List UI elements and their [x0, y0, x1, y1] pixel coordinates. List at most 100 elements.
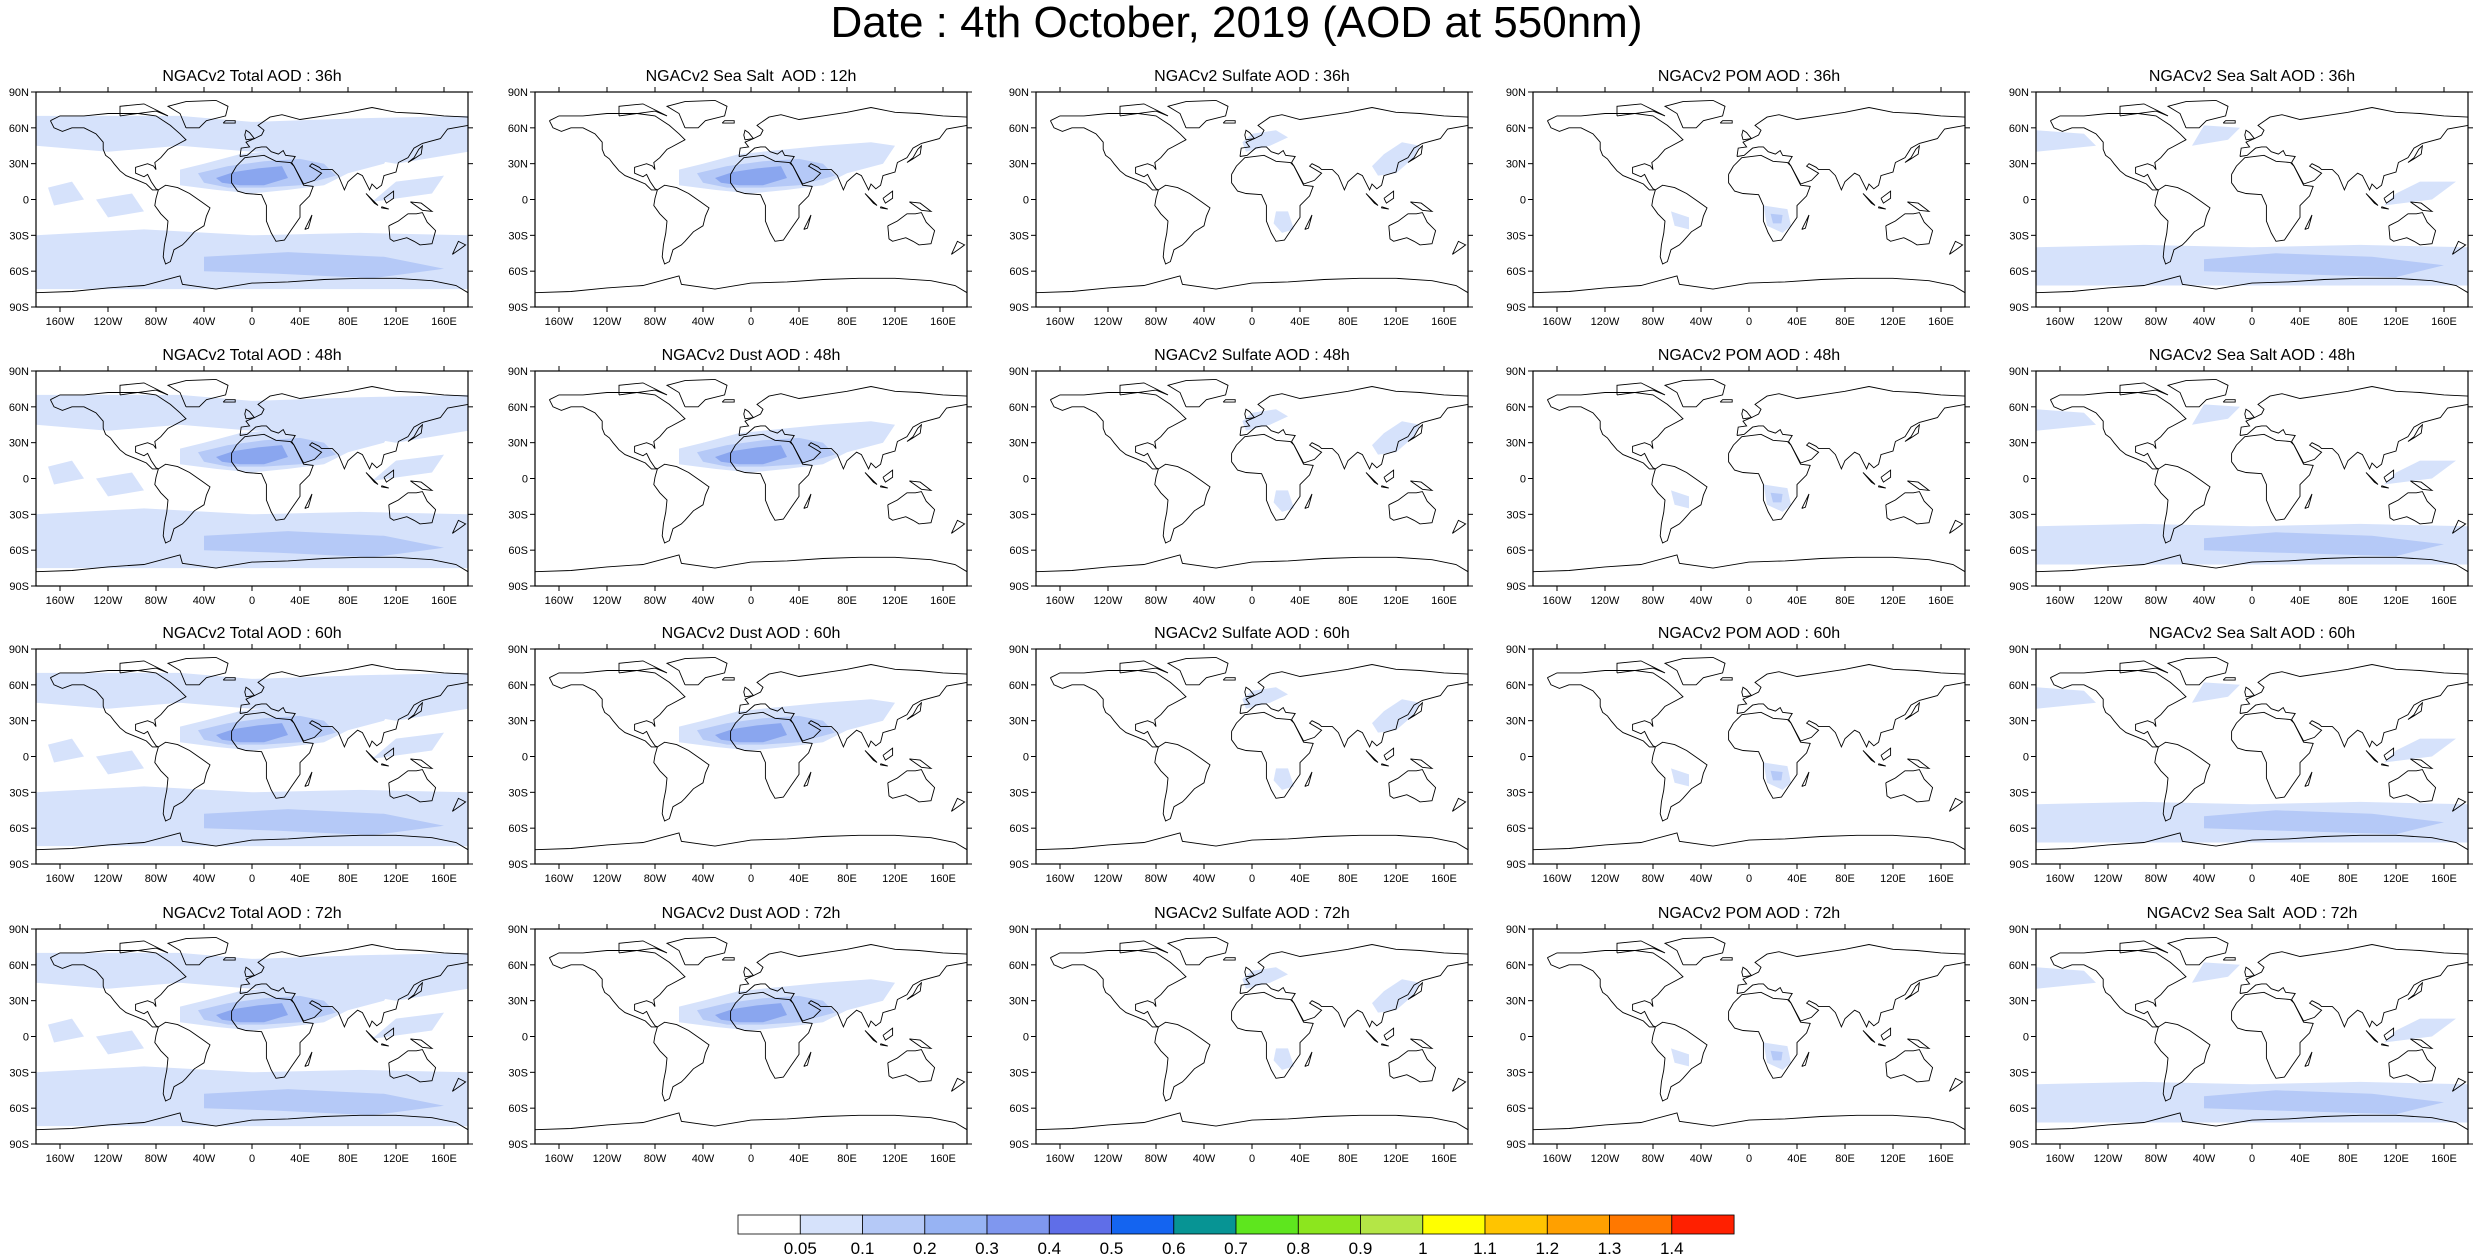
aod-shade-region	[96, 750, 144, 775]
lat-tick-label: 0	[522, 752, 528, 764]
coastline	[1049, 670, 1187, 748]
map-panel: NGACv2 POM AOD : 36h 90N 60N 30N 0 30S 60S 90S 1…	[1501, 68, 1997, 328]
coastline	[1862, 472, 1876, 485]
lon-tick-label: 80W	[1145, 873, 1168, 885]
coastline	[1885, 769, 1934, 803]
coastline	[231, 433, 314, 521]
lon-tick-label: 80W	[145, 595, 168, 607]
aod-shade-region	[715, 445, 787, 465]
coastline	[1244, 686, 1256, 698]
coastline	[410, 201, 434, 213]
coastline	[451, 240, 467, 255]
map-svg: 90N 60N 30N 0 30S 60S 90S 160W 120W 80W 40W 0 40E 80E…	[9, 924, 473, 1165]
lat-tick-label: 30N	[508, 996, 528, 1008]
lat-tick-label: 60S	[1009, 545, 1029, 557]
coastlines	[36, 378, 468, 573]
lon-tick-label: 120E	[383, 873, 409, 885]
coastline	[1222, 120, 1236, 124]
lat-tick-label: 60S	[2009, 266, 2029, 278]
map-panel: NGACv2 Sea Salt AOD : 48h 90N 60N 30N 0 30S 60…	[2004, 347, 2473, 607]
coastline	[1365, 472, 1379, 485]
aod-shade-region	[2384, 460, 2456, 485]
panel-title: NGACv2 POM AOD : 48h	[1657, 347, 1841, 364]
coastline	[410, 1038, 434, 1050]
lat-tick-label: 60S	[9, 545, 29, 557]
lat-tick-label: 30N	[1506, 716, 1526, 728]
lon-tick-label: 40E	[2290, 316, 2310, 328]
aod-shade-region	[96, 472, 144, 497]
lat-tick-label: 60S	[2009, 1103, 2029, 1115]
lat-tick-label: 30N	[2009, 716, 2029, 728]
lon-tick-label: 120E	[1880, 595, 1906, 607]
lat-tick-label: 60N	[508, 123, 528, 135]
lat-tick-label: 90S	[1009, 859, 1029, 871]
coastlines	[2036, 99, 2468, 294]
coastlines	[1533, 99, 1965, 294]
lon-tick-label: 120E	[2383, 1153, 2409, 1165]
lon-tick-label: 160W	[1046, 1153, 1075, 1165]
coastline	[1616, 382, 1666, 396]
coastline	[1546, 392, 1684, 470]
coastline	[730, 711, 813, 799]
map-area: 90N 60N 30N 0 30S 60S 90S 160W 120W 80W 40W 0 40E 80E…	[1506, 924, 1970, 1165]
coastline	[738, 944, 967, 1029]
coastline	[2222, 399, 2236, 403]
coastline	[1801, 1051, 1810, 1067]
map-area: 90N 60N 30N 0 30S 60S 90S 160W 120W 80W 40W 0 40E 80E…	[508, 87, 972, 328]
coastline	[1904, 423, 1921, 442]
colorbar-box	[1111, 1214, 1175, 1235]
coastline	[383, 1027, 395, 1041]
lat-tick-label: 30N	[9, 716, 29, 728]
lat-tick-label: 60N	[508, 680, 528, 692]
coastline	[222, 399, 236, 403]
lon-tick-label: 80W	[1145, 1153, 1168, 1165]
coastline	[864, 193, 878, 206]
lon-tick-label: 40W	[692, 316, 715, 328]
map-frame	[1532, 91, 1966, 308]
lat-tick-label: 90S	[9, 1139, 29, 1151]
colorbar-box	[1235, 1214, 1299, 1235]
coastline	[1948, 519, 1964, 534]
lon-tick-label: 40W	[1193, 873, 1216, 885]
coastline	[2383, 190, 2395, 204]
coastline	[2239, 107, 2468, 192]
aod-shade-region	[1671, 1048, 1689, 1067]
coastline	[1878, 485, 1886, 489]
lat-tick-label: 90S	[1506, 581, 1526, 593]
lon-tick-label: 40E	[290, 873, 310, 885]
lon-tick-label: 120W	[593, 873, 622, 885]
coastline	[231, 711, 314, 799]
lon-tick-label: 40W	[1193, 316, 1216, 328]
coastline	[1231, 711, 1314, 799]
coastline	[1546, 670, 1684, 748]
coastline	[1365, 750, 1379, 763]
lat-tick-label: 0	[1023, 1032, 1029, 1044]
lat-tick-label: 90N	[2009, 87, 2029, 99]
lat-tick-label: 0	[2023, 1032, 2029, 1044]
coastline	[1154, 741, 1211, 822]
coastline	[730, 154, 813, 242]
map-svg: 90N 60N 30N 0 30S 60S 90S 160W 120W 80W 40W 0 40E 80E…	[508, 366, 972, 607]
coastline	[887, 769, 936, 803]
lon-tick-label: 120E	[882, 316, 908, 328]
coastline	[1381, 1043, 1389, 1047]
coastline	[1304, 1051, 1313, 1067]
lat-tick-label: 30S	[1506, 509, 1526, 521]
lat-tick-label: 90S	[508, 581, 528, 593]
coastline	[1119, 660, 1169, 674]
coastline	[1244, 408, 1256, 420]
map-svg: 90N 60N 30N 0 30S 60S 90S 160W 120W 80W 40W 0 40E 80E…	[1506, 87, 1970, 328]
coastline	[2119, 382, 2169, 396]
lat-tick-label: 60N	[1009, 123, 1029, 135]
coastlines	[1533, 936, 1965, 1131]
lat-tick-label: 60N	[508, 402, 528, 414]
lon-tick-label: 160W	[2046, 873, 2075, 885]
lat-tick-label: 60S	[1009, 266, 1029, 278]
coastline	[906, 144, 923, 163]
map-svg: 90N 60N 30N 0 30S 60S 90S 160W 120W 80W 40W 0 40E 80E…	[1009, 644, 1473, 885]
lat-tick-label: 60N	[1506, 960, 1526, 972]
coastline	[743, 408, 755, 420]
lat-tick-label: 90N	[508, 924, 528, 936]
map-svg: 90N 60N 30N 0 30S 60S 90S 160W 120W 80W 40W 0 40E 80E…	[1009, 87, 1473, 328]
lat-tick-label: 30N	[1009, 159, 1029, 171]
